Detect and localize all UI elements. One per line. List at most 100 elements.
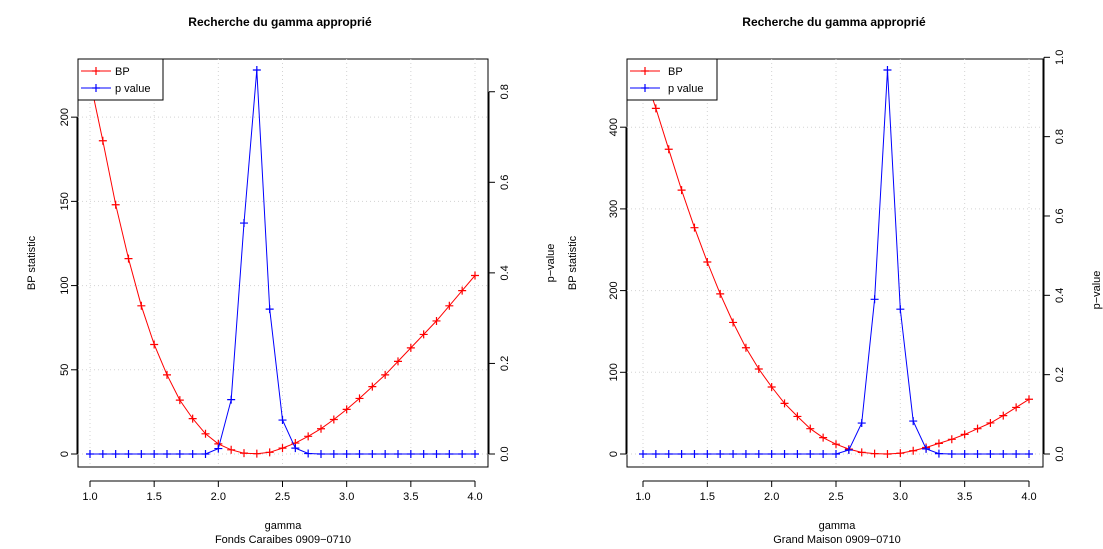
data-point-pvalue [1025,450,1033,458]
data-point-bp [265,448,274,457]
data-point-pvalue [947,450,956,458]
data-point-pvalue [1012,450,1021,458]
data-point-bp [201,429,210,438]
y2-tick-label: 0.6 [499,175,511,190]
data-point-pvalue [458,450,467,458]
x-tick-label: 4.0 [467,491,482,503]
data-point-pvalue [767,450,776,458]
y2-axis-label: p−value [545,244,557,283]
y-axis-label: BP statistic [26,235,38,290]
legend-pvalue-marker [92,84,100,92]
data-point-pvalue [227,395,236,404]
legend-pvalue-marker [641,84,649,92]
x-tick-label: 2.5 [275,491,290,503]
x-tick-label: 2.0 [764,491,779,503]
legend-box [626,58,718,101]
data-point-pvalue [986,450,995,458]
y2-tick-label: 0.8 [499,84,511,99]
data-point-bp [973,424,982,433]
y2-tick-label: 1.0 [1054,50,1066,65]
data-point-pvalue [137,450,146,458]
legend-bp-marker [641,67,649,75]
y-tick-label: 300 [608,200,620,218]
data-point-bp [664,145,673,154]
data-point-bp [381,370,390,379]
data-point-pvalue [419,450,428,458]
y-tick-label: 150 [59,192,71,210]
data-point-pvalue [329,450,338,458]
data-point-pvalue [124,450,133,458]
series-line-bp [89,79,476,455]
data-point-pvalue [201,450,210,458]
data-point-pvalue [252,66,261,74]
data-point-pvalue [639,450,647,458]
data-point-pvalue [896,305,905,314]
data-point-bp [394,357,402,366]
data-point-pvalue [664,450,673,458]
data-point-pvalue [729,450,738,458]
data-point-bp [819,433,828,442]
legend-bp-label: BP [668,66,683,78]
data-point-pvalue [278,416,287,425]
data-point-pvalue [754,450,763,458]
data-point-bp [329,415,338,424]
data-point-bp [227,445,236,454]
data-point-pvalue [471,450,479,458]
legend: BP p value [77,58,164,101]
y2-tick-label: 0.2 [1054,367,1066,382]
data-point-pvalue [999,450,1008,458]
data-point-bp [355,394,364,403]
data-point-pvalue [870,295,879,304]
y-tick-label: 200 [59,108,71,126]
data-point-pvalue [703,450,712,458]
data-point-bp [304,432,313,441]
x-tick-label: 3.0 [893,491,908,503]
data-point-pvalue [741,450,750,458]
data-point-pvalue [355,450,364,458]
data-point-pvalue [214,444,223,453]
plot-frame [626,58,1044,468]
data-point-pvalue [368,450,377,458]
data-point-bp [1012,403,1021,412]
data-point-bp [703,258,712,266]
data-point-pvalue [690,450,699,458]
data-point-bp [240,449,248,458]
data-point-pvalue [819,450,828,458]
data-point-bp [934,439,943,448]
data-point-pvalue [432,450,441,458]
x-axis: 1.0 1.5 2.0 2.5 3.0 3.5 4.0 [635,480,1037,503]
data-point-pvalue [445,450,454,458]
y2-axis-label: p−value [1091,271,1103,310]
data-point-bp [111,200,120,209]
y2-tick-label: 0.4 [1054,288,1066,303]
x-tick-label: 2.5 [828,491,843,503]
data-point-bp [445,301,454,310]
data-point-pvalue [832,450,840,458]
chart-subtitle: Fonds Caraibes 0909−0710 [215,534,351,546]
data-point-bp [150,340,159,349]
data-point-bp [458,286,467,295]
data-point-bp [406,343,415,352]
y2-tick-label: 0.0 [1054,446,1066,461]
data-point-bp [729,318,738,327]
y-tick-label: 100 [608,363,620,381]
x-tick-label: 1.5 [700,491,715,503]
data-point-pvalue [188,450,197,458]
data-point-pvalue [793,450,802,458]
chart-title: Recherche du gamma approprié [188,15,372,29]
data-point-pvalue [844,446,853,455]
y-tick-label: 0 [608,451,620,457]
grid [627,59,1043,467]
chart-panel-left: Recherche du gamma approprié 1.0 1.5 2.0 2.… [26,15,557,546]
data-point-pvalue [780,450,789,458]
data-point-pvalue [960,450,969,458]
data-point-bp [368,382,377,391]
data-point-bp [677,186,686,195]
data-point-bp [947,435,956,444]
data-point-pvalue [857,419,866,428]
data-point-pvalue [163,450,171,458]
legend: BP p value [626,58,718,101]
x-tick-label: 3.0 [339,491,354,503]
x-tick-label: 1.0 [82,491,97,503]
x-tick-label: 4.0 [1021,491,1036,503]
